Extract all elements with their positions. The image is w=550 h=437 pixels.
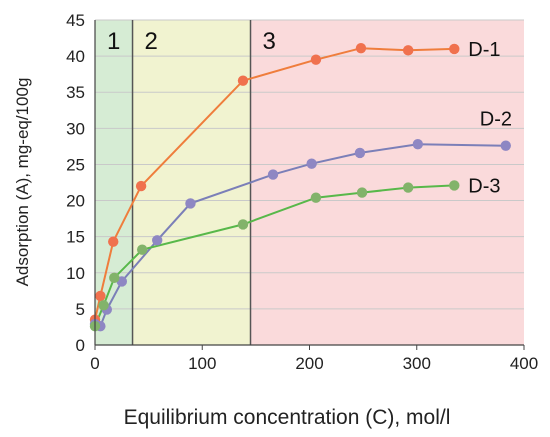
series-name-labels: D-1 D-2 D-3: [468, 39, 512, 197]
y-tick-label-35: 35: [66, 83, 85, 102]
data-point-d-2: [306, 158, 317, 169]
concentration-regions: [95, 20, 524, 345]
series-points: [89, 42, 511, 332]
y-tick-labels: 0 5 10 15 20 25 30 35 40 45: [66, 11, 85, 355]
y-tick-label-15: 15: [66, 228, 85, 247]
y-tick-label-25: 25: [66, 155, 85, 174]
data-point-d-2: [267, 169, 279, 180]
data-point-d-3: [136, 244, 148, 255]
y-tick-label-20: 20: [66, 192, 85, 211]
data-point-d-3: [98, 300, 109, 311]
data-point-d-3: [402, 182, 414, 193]
x-tick-label-0: 0: [90, 354, 99, 373]
data-point-d-3: [356, 187, 368, 198]
data-point-d-3: [449, 180, 460, 191]
region-2: [132, 20, 251, 345]
x-tick-labels: 0 100 200 300 400: [90, 354, 538, 373]
data-point-d-2: [354, 147, 366, 159]
x-tick-label-200: 200: [295, 354, 323, 373]
data-point-d-3: [310, 192, 322, 203]
data-point-d-2: [500, 140, 511, 151]
data-point-d-1: [237, 75, 249, 86]
y-tick-label-40: 40: [66, 47, 85, 66]
y-tick-label-45: 45: [66, 11, 85, 30]
y-tick-label-0: 0: [76, 336, 85, 355]
data-point-d-1: [95, 290, 106, 302]
y-tick-label-30: 30: [66, 119, 85, 138]
y-tick-label-10: 10: [66, 264, 85, 283]
region-label-3: 3: [263, 28, 276, 55]
series-label-d-1: D-1: [468, 39, 500, 61]
data-point-d-3: [237, 219, 249, 230]
x-tick-label-300: 300: [403, 354, 431, 373]
y-tick-label-5: 5: [76, 300, 85, 319]
data-point-d-1: [402, 45, 414, 56]
region-label-2: 2: [145, 28, 158, 55]
data-point-d-1: [355, 42, 367, 54]
data-point-d-2: [185, 198, 196, 209]
data-point-d-1: [449, 43, 460, 55]
x-tick-label-100: 100: [188, 354, 216, 373]
data-point-d-1: [108, 236, 119, 247]
series-label-d-3: D-3: [468, 175, 500, 197]
data-point-d-1: [135, 180, 147, 192]
x-tick-label-400: 400: [510, 354, 538, 373]
region-3: [250, 20, 524, 345]
series-label-d-2: D-2: [480, 109, 512, 131]
x-axis-title: Equilibrium concentration (C), mol/l: [124, 406, 451, 429]
data-point-d-1: [310, 54, 322, 65]
data-point-d-2: [412, 139, 424, 150]
axes: [94, 20, 525, 350]
region-label-1: 1: [107, 28, 120, 55]
data-point-d-2: [152, 235, 163, 246]
data-point-d-3: [109, 272, 120, 284]
y-axis-title: Adsorption (A), mg-eq/100g: [13, 78, 32, 287]
